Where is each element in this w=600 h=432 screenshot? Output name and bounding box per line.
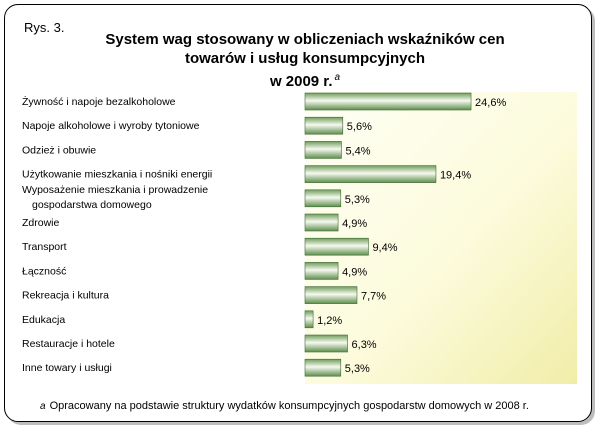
- category-label: Odzież i obuwie: [22, 144, 96, 156]
- value-label: 4,9%: [342, 218, 367, 230]
- value-label: 5,3%: [345, 194, 370, 206]
- value-label: 1,2%: [317, 315, 342, 327]
- title-line-3: w 2009 r. a: [60, 68, 550, 91]
- value-label: 9,4%: [372, 242, 397, 254]
- category-label: Łączność: [22, 265, 66, 277]
- footnote-text: Opracowany na podstawie struktury wydatk…: [49, 400, 529, 412]
- value-label: 24,6%: [475, 97, 506, 109]
- category-label: Żywność i napoje bezalkoholowe: [22, 95, 176, 108]
- chart-title: System wag stosowany w obliczeniach wska…: [60, 30, 550, 91]
- category-label: Inne towary i usługi: [22, 362, 112, 374]
- figure-label: Rys. 3.: [24, 20, 65, 35]
- bars: [304, 92, 472, 377]
- bar: [304, 213, 339, 232]
- title-line-3-text: w 2009 r.: [269, 73, 333, 90]
- bar: [304, 141, 342, 159]
- bar: [304, 358, 342, 377]
- bar: [304, 165, 437, 183]
- bar: [304, 310, 314, 329]
- category-label: Restauracje i hotele: [22, 338, 115, 350]
- value-label: 4,9%: [342, 266, 367, 278]
- category-label: Wyposażenie mieszkania i prowadzenie gosp…: [22, 184, 208, 211]
- bar: [304, 286, 358, 304]
- category-label: Transport: [22, 241, 67, 253]
- title-footnote-mark: a: [334, 72, 341, 83]
- value-label: 5,3%: [345, 363, 370, 375]
- category-label: Napoje alkoholowe i wyroby tytoniowe: [22, 120, 200, 132]
- value-label: 5,6%: [347, 121, 372, 133]
- value-labels: 24,6% 5,6% 5,4% 19,4% 5,3% 4,9% 9,4% 4,9% 7,7% 1,…: [317, 97, 506, 375]
- bar: [304, 262, 339, 280]
- bar: [304, 92, 472, 111]
- bar: [304, 116, 344, 135]
- value-label: 6,3%: [352, 339, 377, 351]
- category-label: Rekreacja i kultura: [22, 290, 109, 302]
- title-line-2: towarów i usług konsumpcyjnych: [184, 50, 426, 67]
- value-label: 5,4%: [345, 145, 370, 157]
- category-label: Edukacja: [22, 314, 65, 326]
- category-label: Zdrowie: [22, 217, 60, 229]
- footnote-mark: a: [40, 401, 46, 412]
- bar: [304, 237, 369, 256]
- footnote: a Opracowany na podstawie struktury wydat…: [40, 400, 529, 412]
- value-label: 19,4%: [440, 170, 471, 182]
- bar: [304, 334, 348, 353]
- title-line-1: System wag stosowany w obliczeniach wska…: [105, 31, 505, 48]
- value-label: 7,7%: [361, 291, 386, 303]
- category-labels: Żywność i napoje bezalkoholowe Napoje alk…: [22, 95, 212, 374]
- bar: [304, 189, 342, 208]
- category-label: Użytkowanie mieszkania i nośniki energii: [22, 169, 212, 181]
